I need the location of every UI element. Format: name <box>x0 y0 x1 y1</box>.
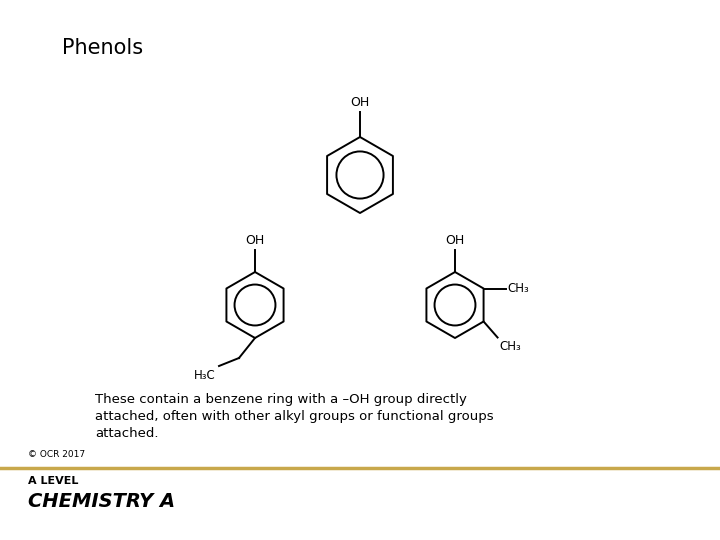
Text: OH: OH <box>246 234 265 247</box>
Text: attached.: attached. <box>95 427 158 440</box>
Text: attached, often with other alkyl groups or functional groups: attached, often with other alkyl groups … <box>95 410 494 423</box>
Text: Phenols: Phenols <box>62 38 143 58</box>
Text: CH₃: CH₃ <box>508 282 529 295</box>
Text: These contain a benzene ring with a –OH group directly: These contain a benzene ring with a –OH … <box>95 393 467 406</box>
Text: CHEMISTRY A: CHEMISTRY A <box>28 492 175 511</box>
Text: OH: OH <box>351 96 369 109</box>
Text: OH: OH <box>446 234 464 247</box>
Text: CH₃: CH₃ <box>500 340 521 353</box>
Text: © OCR 2017: © OCR 2017 <box>28 450 85 459</box>
Text: A LEVEL: A LEVEL <box>28 476 78 486</box>
Text: H₃C: H₃C <box>194 369 216 382</box>
